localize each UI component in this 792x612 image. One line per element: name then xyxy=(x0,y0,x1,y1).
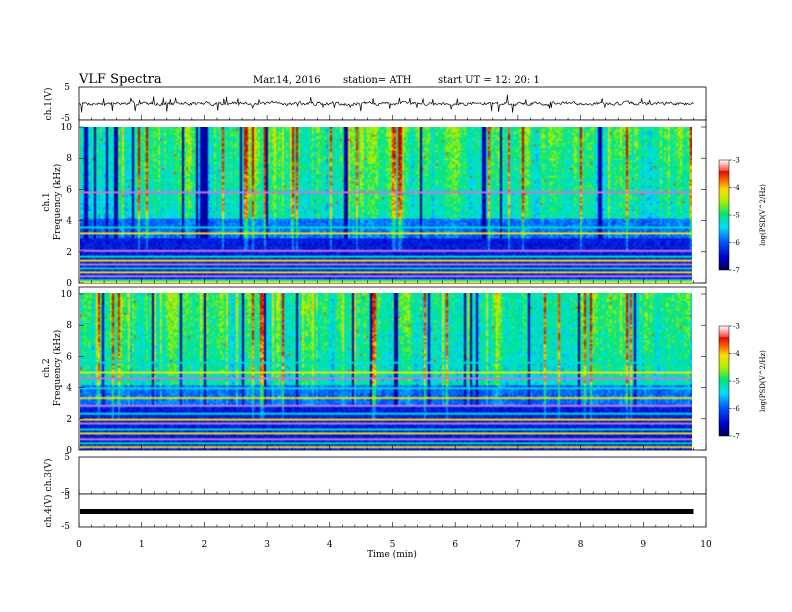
colorbar-label: log(PSD(V^2/Hz) xyxy=(759,184,767,246)
frequency-tick-label: 2 xyxy=(66,415,72,425)
colorbar-label: log(PSD(V^2/Hz) xyxy=(759,350,767,412)
ch1-spectrogram-channel-label: ch.1 xyxy=(42,192,52,211)
frequency-tick-label: 8 xyxy=(66,321,72,331)
ch4-ytick-bottom: -5 xyxy=(61,522,70,532)
time-tick-label: 8 xyxy=(578,540,584,550)
ch1-waveform-trace xyxy=(78,94,694,113)
ch4-waveform-ylabel: ch.4(V) xyxy=(43,495,54,528)
ch4-ytick-top: 5 xyxy=(64,492,70,502)
frequency-tick-label: 10 xyxy=(61,123,73,133)
ch3-waveform-frame xyxy=(78,456,707,495)
ch1-waveform-frame xyxy=(78,86,707,121)
colorbar-tick-label: -7 xyxy=(733,267,740,275)
ch1-waveform-panel: 5 -5 ch.1(V) xyxy=(43,83,707,124)
plot-title: VLF Spectra xyxy=(79,72,162,87)
frequency-tick-label: 4 xyxy=(66,217,72,227)
frequency-tick-label: 0 xyxy=(66,279,72,289)
ch3-ytick-bottom: -5 xyxy=(61,488,70,498)
ch3-waveform-panel: 5 -5 ch.3(V) xyxy=(43,453,707,498)
colorbar-tick-label: -5 xyxy=(733,378,740,386)
ch1-spectrogram-panel: 0 2 4 6 8 10 ch.1 Frequency (kHz) xyxy=(42,119,707,289)
time-tick-label: 5 xyxy=(390,540,396,550)
ch1-colorbar: -3 -4 -5 -6 -7 log(PSD(V^2/Hz) xyxy=(718,157,767,275)
time-tick-label: 10 xyxy=(700,540,712,550)
start-time-label: start UT = 12: 20: 1 xyxy=(438,75,540,86)
time-axis: 0 1 2 3 4 5 6 7 8 9 10 xyxy=(76,115,712,550)
date-label: Mar.14, 2016 xyxy=(253,75,321,86)
ch1-ytick-top: 5 xyxy=(64,83,70,93)
time-axis-label: Time (min) xyxy=(367,549,417,560)
time-tick-label: 6 xyxy=(452,540,458,550)
colorbar-tick-label: -6 xyxy=(733,405,740,413)
ch2-spectrogram-panel: 0 2 4 6 8 10 ch.2 Frequency (kHz) xyxy=(42,286,707,456)
frequency-tick-label: 2 xyxy=(66,248,72,258)
time-tick-label: 0 xyxy=(76,540,82,550)
time-tick-label: 3 xyxy=(264,540,270,550)
time-tick-label: 7 xyxy=(515,540,521,550)
colorbar-gradient xyxy=(719,160,729,270)
ch1-spectrogram-ylabel: Frequency (kHz) xyxy=(52,164,63,241)
colorbar-tick-label: -4 xyxy=(733,350,740,358)
colorbar-gradient xyxy=(719,326,729,436)
colorbar-tick-label: -7 xyxy=(733,433,740,441)
frequency-tick-label: 0 xyxy=(66,446,72,456)
ch2-colorbar: -3 -4 -5 -6 -7 log(PSD(V^2/Hz) xyxy=(718,323,767,441)
ch1-ytick-bottom: -5 xyxy=(61,114,70,124)
ch3-waveform-ylabel: ch.3(V) xyxy=(43,459,54,492)
colorbar-tick-label: -4 xyxy=(733,184,740,192)
colorbar-tick-label: -3 xyxy=(733,323,740,331)
frequency-tick-label: 4 xyxy=(66,384,72,394)
time-tick-label: 2 xyxy=(202,540,208,550)
ch2-spectrogram-image xyxy=(80,293,692,450)
ch3-ytick-top: 5 xyxy=(64,453,70,463)
ch1-waveform-ylabel: ch.1(V) xyxy=(43,88,54,121)
ch4-waveform-trace xyxy=(80,509,694,514)
colorbar-tick-label: -6 xyxy=(733,239,740,247)
time-tick-label: 9 xyxy=(640,540,646,550)
ch2-spectrogram-channel-label: ch.2 xyxy=(42,358,52,377)
ch1-spectrogram-image xyxy=(80,127,692,283)
frequency-tick-label: 6 xyxy=(66,185,72,195)
ch2-spectrogram-ylabel: Frequency (kHz) xyxy=(52,330,63,407)
frequency-tick-label: 10 xyxy=(61,290,73,300)
station-label: station= ATH xyxy=(343,75,412,86)
ch4-waveform-panel: 5 -5 ch.4(V) xyxy=(43,492,707,532)
frequency-tick-label: 8 xyxy=(66,154,72,164)
time-tick-label: 1 xyxy=(139,540,145,550)
time-tick-label: 4 xyxy=(327,540,333,550)
colorbar-tick-label: -5 xyxy=(733,212,740,220)
frequency-tick-label: 6 xyxy=(66,352,72,362)
colorbar-tick-label: -3 xyxy=(733,157,740,165)
